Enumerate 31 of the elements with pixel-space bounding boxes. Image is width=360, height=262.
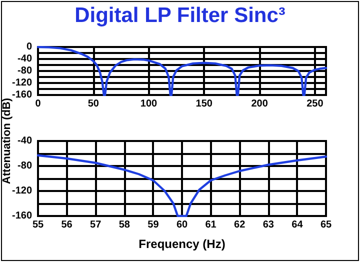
x-tick-label: 65 [320,220,332,230]
x-tick-label: 58 [118,220,130,230]
x-tick-label: 0 [35,98,42,110]
x-tick-label: 150 [196,98,213,110]
y-tick-label: -80 [18,66,32,76]
y-tick-label: -40 [18,136,32,146]
x-tick-label: 63 [262,220,274,230]
line-series [36,154,328,218]
line-series [36,46,328,96]
y-tick-label: -160 [12,210,32,222]
x-tick-label: 55 [32,220,44,230]
x-tick-label: 100 [140,98,158,110]
x-tick-label: 62 [234,220,246,230]
x-tick-label: 64 [292,220,304,230]
y-axis-title: Attenuation (dB) [1,98,13,186]
chart-title: Digital LP Filter Sinc³ [74,4,286,28]
x-tick-label: 60 [176,220,188,230]
x-tick-label: 59 [148,220,160,230]
y-tick-label: -120 [12,186,32,196]
y-tick-label: -120 [12,78,32,88]
x-tick-label: 50 [88,98,100,110]
x-tick-label: 250 [306,98,324,110]
x-axis-title: Frequency (Hz) [138,237,226,251]
x-tick-label: 61 [205,220,217,230]
y-tick-label: -40 [18,54,32,64]
x-tick-label: 200 [251,98,268,110]
x-tick-label: 57 [90,220,102,230]
y-tick-label: -80 [18,160,32,172]
y-tick-label: 0 [26,42,32,52]
y-tick-label: -160 [12,90,32,100]
x-tick-label: 56 [61,220,73,230]
